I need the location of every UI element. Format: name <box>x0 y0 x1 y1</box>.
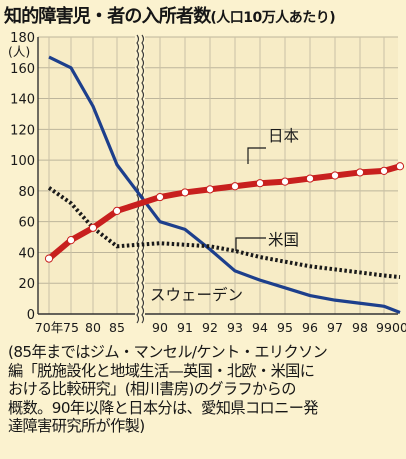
caption-line: 達障害研究所が作製) <box>8 417 145 436</box>
y-tick-label: 160 <box>10 62 35 77</box>
x-tick-label: 92 <box>202 320 218 335</box>
x-tick-label: 91 <box>177 320 193 335</box>
series-label-japan: 日本 <box>268 127 299 145</box>
y-tick-label: 80 <box>18 185 35 200</box>
x-tick-label: 94 <box>252 320 268 335</box>
x-tick-label: 75 <box>63 320 79 335</box>
x-tick-label: 90 <box>152 320 168 335</box>
series-japan-point <box>88 223 98 232</box>
y-tick-label: 100 <box>10 154 35 169</box>
chart-title: 知的障害児・者の入所者数(人口10万人あたり) <box>4 2 404 28</box>
y-tick-label: 180 <box>10 31 35 46</box>
series-label-sweden: スウェーデン <box>150 285 243 304</box>
caption-line: (85年まではジム・マンセル/ケント・エリクソン <box>8 343 328 361</box>
x-tick-label: 96 <box>302 320 318 335</box>
series-japan-point <box>330 171 340 180</box>
x-tick-label: 93 <box>227 320 243 335</box>
series-japan-point <box>155 192 165 202</box>
y-axis-unit-label: (人) <box>8 44 30 59</box>
line-chart: 0 20 40 60 80 100 120 140 160 180(人) 70年 75 80 85 90 91… <box>8 31 406 335</box>
series-japan-point <box>355 168 365 177</box>
axis-break-gap <box>135 35 145 320</box>
title-main: 知的障害児・者の入所者数 <box>4 6 211 27</box>
y-tick-label: 60 <box>18 216 35 231</box>
series-japan-point <box>180 188 190 197</box>
caption-line: 概数。90年以降と日本分は、愛知県コロニー発 <box>8 398 318 417</box>
x-tick-label: 95 <box>277 320 293 335</box>
series-sweden-line <box>48 55 401 314</box>
series-japan-point <box>66 236 76 245</box>
series-japan-point <box>305 174 315 183</box>
series-japan-point <box>379 166 389 175</box>
x-tick-label: 70年 <box>35 320 63 335</box>
series-japan-point <box>112 206 122 215</box>
caption-line: おける比較研究」(相川書房)のグラフからの <box>8 380 296 399</box>
y-tick-label: 140 <box>10 93 35 108</box>
y-tick-label: 0 <box>27 308 35 323</box>
axis-break-line <box>136 34 140 324</box>
y-tick-label: 120 <box>10 123 35 138</box>
series-japan-point <box>230 182 240 191</box>
y-tick-label: 40 <box>18 246 35 261</box>
label-leader-usa <box>235 237 266 251</box>
series-japan-point <box>255 179 265 188</box>
x-tick-label: 00 <box>392 320 406 335</box>
series-japan-point <box>44 254 54 263</box>
series-japan-point <box>280 177 290 186</box>
caption-line: 編「脱施設化と地域生活—英国・北欧・米国に <box>8 361 315 380</box>
y-tick-label: 20 <box>18 277 35 292</box>
label-leader-japan <box>247 147 266 164</box>
x-tick-label: 97 <box>327 320 343 335</box>
series-japan-point <box>395 162 405 171</box>
x-tick-label: 85 <box>109 320 125 335</box>
x-tick-label: 80 <box>85 320 101 335</box>
series-label-usa: 米国 <box>268 231 299 249</box>
x-tick-label: 98 <box>352 320 368 335</box>
title-note: (人口10万人あたり) <box>210 10 336 26</box>
series-japan-point <box>205 185 215 194</box>
x-tick-label: 99 <box>376 320 392 335</box>
series-usa-line <box>47 186 401 280</box>
axis-break-line <box>141 34 145 324</box>
caption: (85年まではジム・マンセル/ケント・エリクソン 編「脱施設化と地域生活—英国・… <box>8 343 404 436</box>
